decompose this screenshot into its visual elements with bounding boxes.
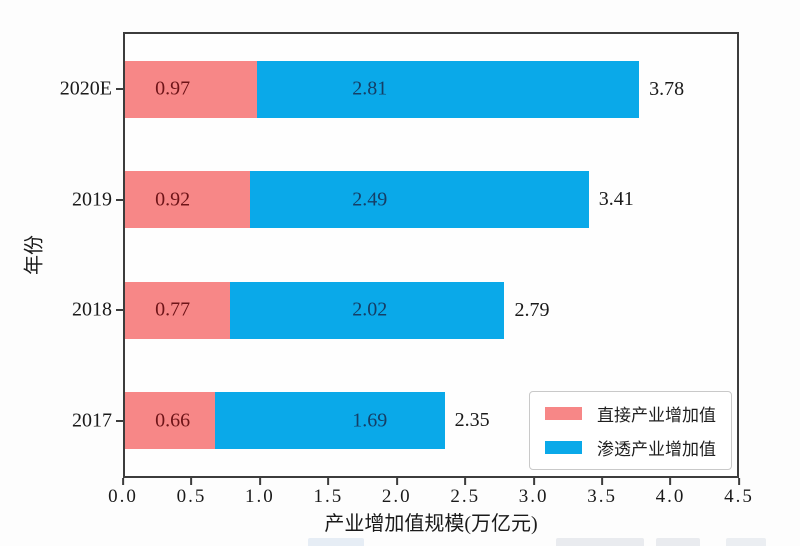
- y-tick-mark: [116, 198, 123, 201]
- x-tick-mark: [258, 478, 261, 485]
- x-tick: 2.5: [450, 478, 480, 508]
- bar-segment-penetration: [250, 171, 589, 229]
- x-tick-mark: [669, 478, 672, 485]
- y-tick-label: 2020E: [59, 77, 112, 100]
- bar-row-2019: 2019 3.41 0.92 2.49: [72, 145, 737, 256]
- bar-segment-direct: [125, 171, 251, 229]
- bar-row-2020E: 2020E 3.78 0.97 2.81: [60, 34, 737, 145]
- x-tick: 4.0: [656, 478, 686, 508]
- x-axis-label: 产业增加值规模(万亿元): [324, 513, 538, 535]
- x-tick-label: 1.5: [313, 486, 344, 507]
- x-tick-label: 4.0: [655, 486, 686, 507]
- bar-total-label: 3.78: [649, 77, 685, 100]
- x-tick-mark: [532, 478, 535, 485]
- stacked-bar: [125, 392, 445, 450]
- legend: 直接产业增加值 渗透产业增加值: [529, 391, 732, 470]
- bar-segment-penetration: [229, 281, 505, 339]
- bar-segment-direct: [125, 392, 215, 450]
- x-tick: 3.5: [587, 478, 617, 508]
- bar-segment-penetration: [256, 60, 640, 118]
- legend-item-penetration: 渗透产业增加值: [545, 435, 716, 460]
- y-tick-label: 2019: [72, 188, 112, 211]
- x-tick-label: 3.0: [518, 486, 549, 507]
- x-tick: 4.5: [724, 478, 754, 508]
- legend-label-penetration: 渗透产业增加值: [597, 440, 716, 459]
- bar-segment-direct: [125, 60, 257, 118]
- watermark: [0, 534, 800, 546]
- bar-segment-penetration: [214, 392, 445, 450]
- x-tick-mark: [395, 478, 398, 485]
- stacked-bar: [125, 171, 589, 229]
- watermark-fragment: [726, 538, 766, 546]
- y-tick-label: 2018: [72, 298, 112, 321]
- x-tick: 2.0: [382, 478, 412, 508]
- x-tick: 0.5: [177, 478, 207, 508]
- y-tick-label: 2017: [72, 409, 112, 432]
- x-tick-label: 2.5: [450, 486, 481, 507]
- bar-segment-direct: [125, 281, 230, 339]
- x-tick-mark: [464, 478, 467, 485]
- y-tick-mark: [116, 88, 123, 91]
- bar-row-2018: 2018 2.79 0.77 2.02: [72, 255, 737, 366]
- x-tick-mark: [327, 478, 330, 485]
- x-tick-mark: [122, 478, 124, 485]
- plot-area: 2020E 3.78 0.97 2.81 2019 3.41 0.92 2.49 2018 2.7…: [60, 32, 739, 478]
- bar-total-label: 2.79: [514, 298, 550, 321]
- x-tick: 0.0: [108, 478, 138, 508]
- y-tick-mark: [116, 419, 123, 422]
- legend-item-direct: 直接产业增加值: [545, 401, 716, 426]
- watermark-fragment: [656, 538, 700, 546]
- x-tick-label: 0.5: [176, 486, 207, 507]
- y-tick-mark: [116, 309, 123, 312]
- bar-total-label: 3.41: [598, 188, 634, 211]
- bar-total-label: 2.35: [454, 409, 490, 432]
- x-tick-label: 0.0: [108, 486, 138, 507]
- x-tick-label: 4.5: [724, 486, 754, 507]
- x-tick-label: 1.0: [245, 486, 275, 507]
- x-tick-label: 2.0: [381, 486, 412, 507]
- stacked-bar: [125, 281, 505, 339]
- legend-swatch-direct: [545, 407, 582, 420]
- x-tick-mark: [601, 478, 604, 485]
- x-axis-ticks: 0.0 0.5 1.0 1.5 2.0 2.5 3.0 3.5 4.0 4.5: [108, 478, 752, 508]
- watermark-fragment: [556, 538, 644, 546]
- y-axis-label: 年份: [23, 235, 46, 275]
- x-tick: 1.0: [245, 478, 275, 508]
- x-tick: 1.5: [313, 478, 343, 508]
- watermark-fragment: [308, 538, 364, 546]
- x-tick-mark: [738, 478, 740, 485]
- stacked-bar: [125, 60, 640, 118]
- x-tick-label: 3.5: [587, 486, 617, 507]
- legend-swatch-penetration: [545, 441, 582, 454]
- legend-label-direct: 直接产业增加值: [597, 406, 716, 425]
- x-tick-mark: [190, 478, 193, 485]
- x-tick: 3.0: [519, 478, 549, 508]
